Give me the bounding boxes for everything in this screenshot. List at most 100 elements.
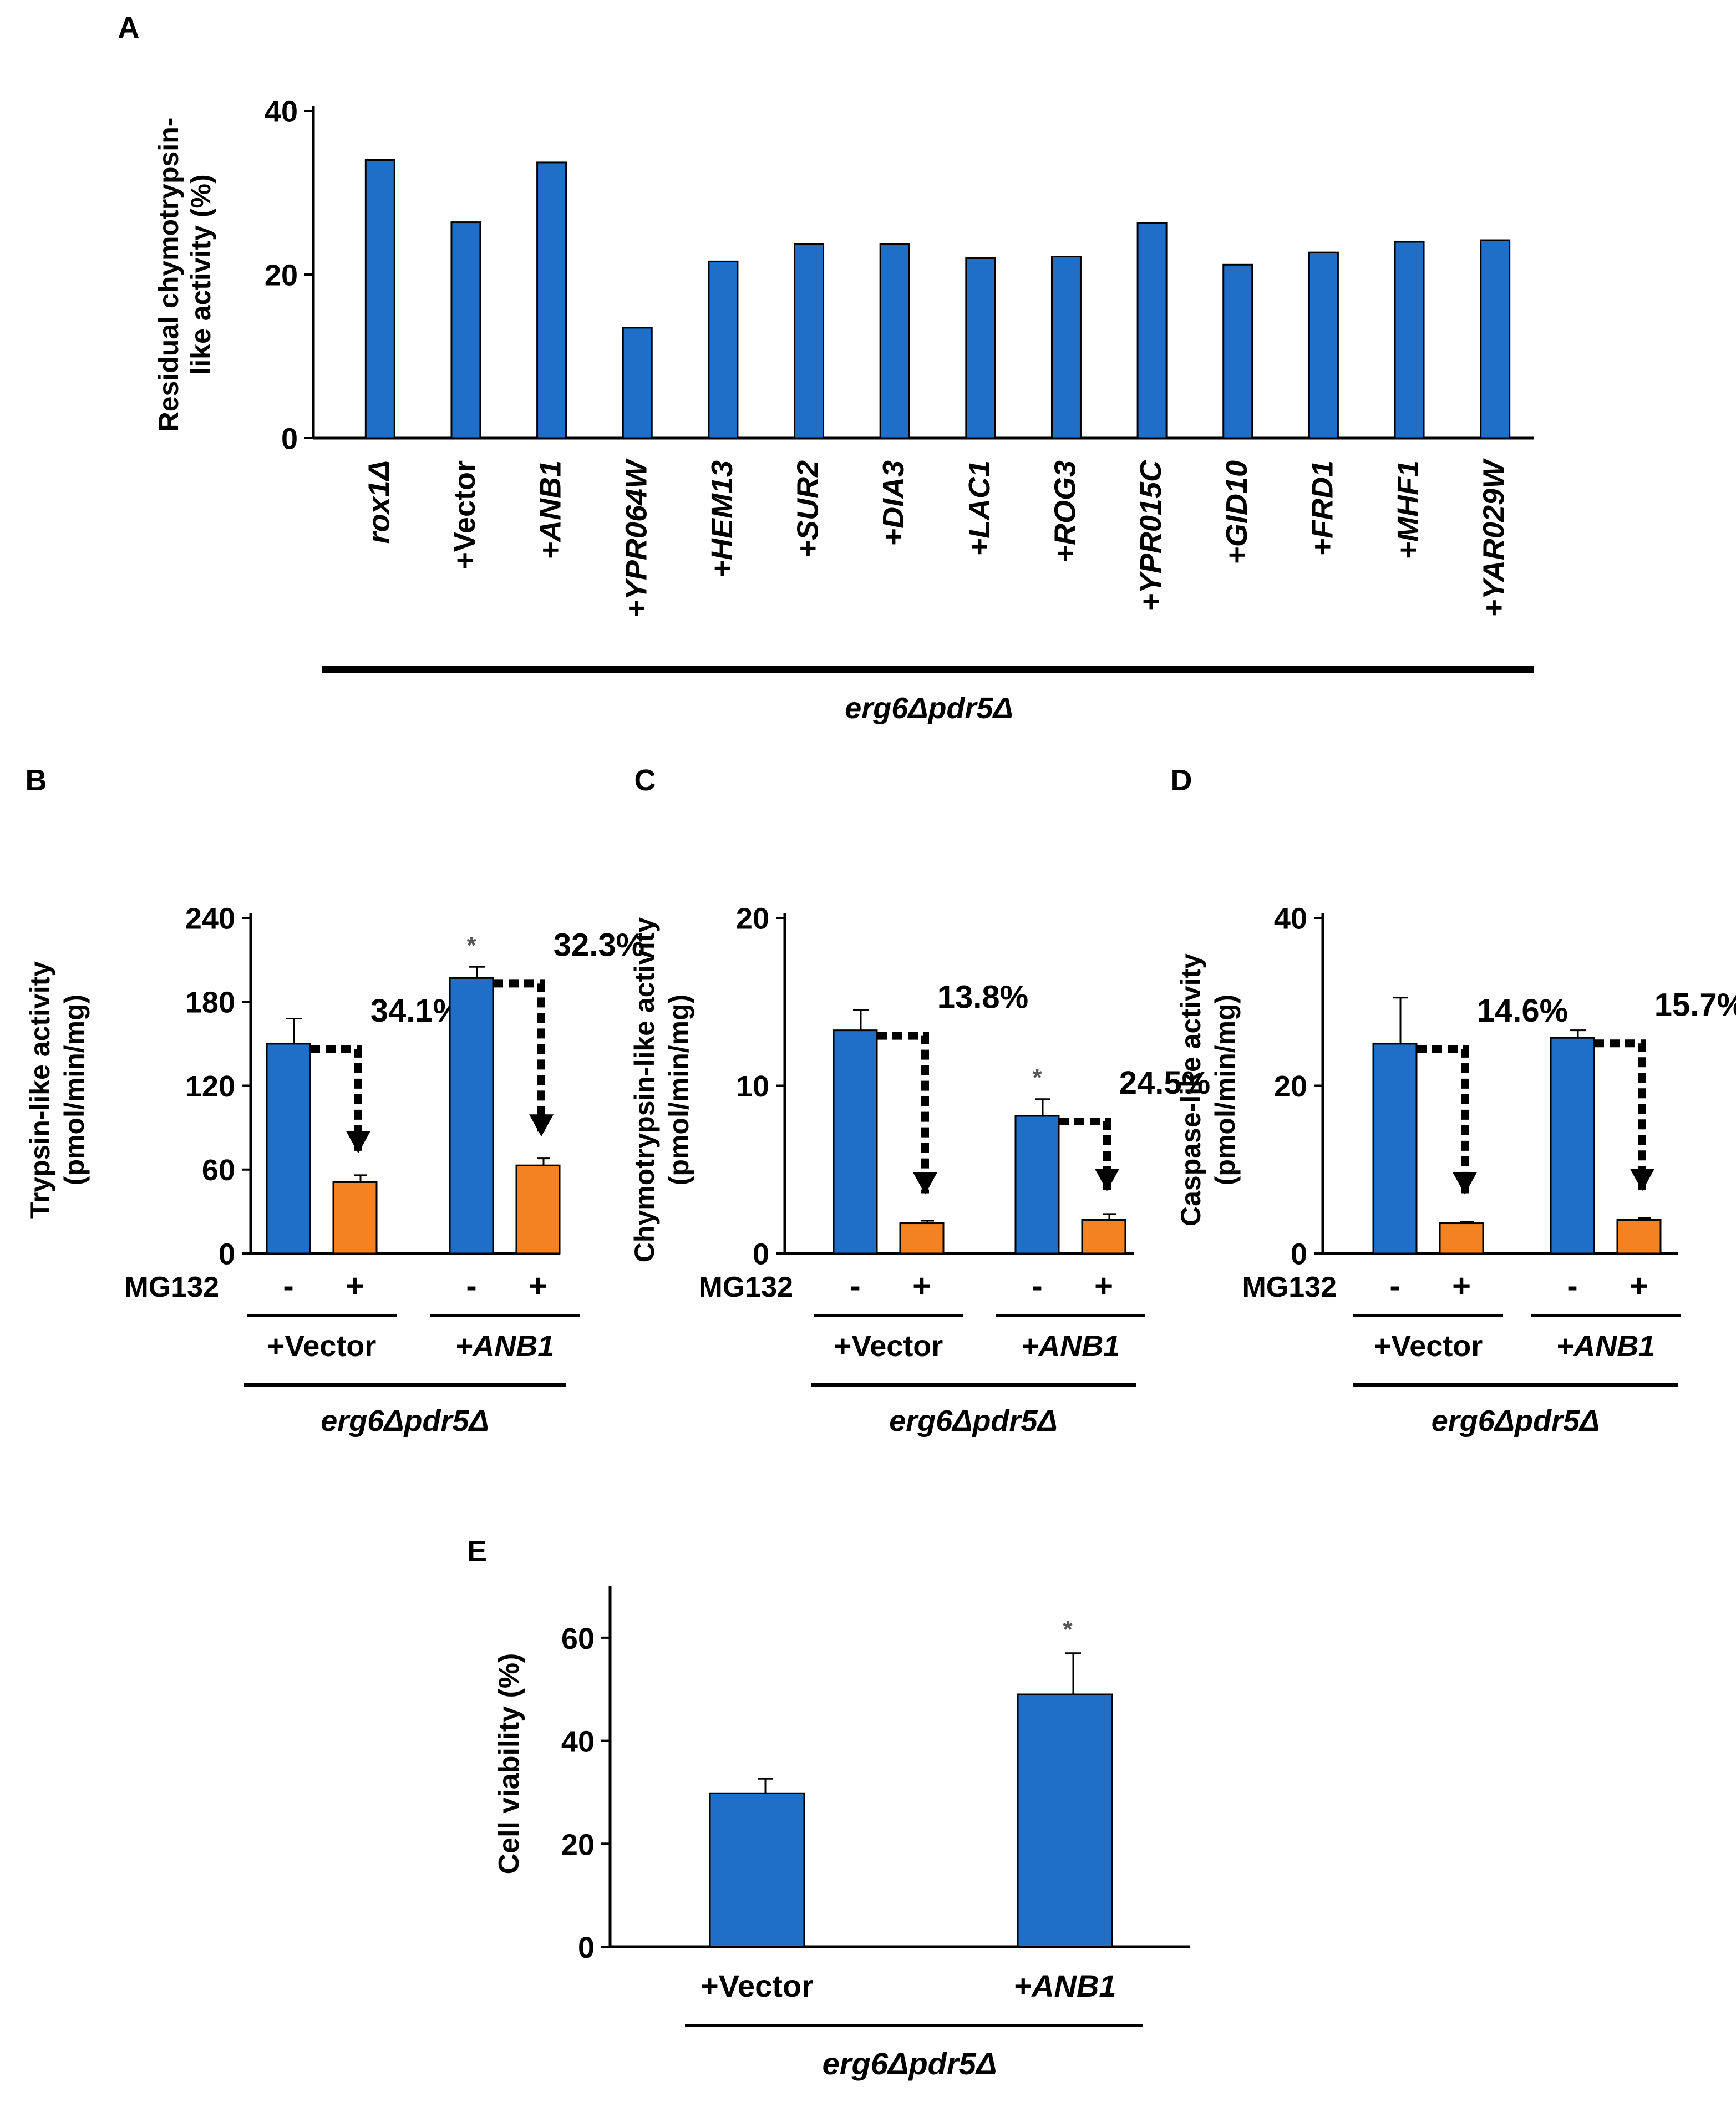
mg132-minus: - (1389, 1268, 1400, 1304)
y-tick-label: 10 (736, 1070, 769, 1103)
bar-treated-vector (1439, 1222, 1484, 1255)
category-label: +ROG3 (1048, 460, 1082, 563)
bar-vector (709, 1792, 805, 1948)
category-label: +FRD1 (1306, 460, 1339, 556)
group-label: +ANB1 (1556, 1329, 1656, 1363)
category-label: rox1Δ (362, 460, 395, 544)
bar-treated-vector (899, 1222, 945, 1255)
bar-gid10 (1222, 263, 1253, 439)
y-tick-label: 40 (265, 95, 298, 128)
y-axis-label: (pmol/min/mg) (1210, 994, 1241, 1185)
strain-label: erg6Δpdr5Δ (823, 2046, 997, 2081)
reduction-arrow (493, 979, 554, 1137)
y-axis-label: Cell viability (%) (493, 1653, 525, 1875)
group-label: +ANB1 (455, 1329, 555, 1363)
category-label: +GID10 (1220, 460, 1253, 565)
group-label: +ANB1 (1021, 1329, 1120, 1363)
bar-frd1 (1308, 251, 1339, 439)
group-label: +Vector (834, 1329, 943, 1363)
y-axis-label: Residual chymotrypsin- (153, 118, 184, 432)
mg132-plus: + (1094, 1268, 1113, 1304)
y-tick-label: 120 (185, 1070, 235, 1103)
y-axis-label: Caspase-like activity (1175, 953, 1206, 1226)
mg132-plus: + (1452, 1268, 1471, 1304)
bar-mhf1 (1394, 241, 1425, 439)
mg132-minus: - (1032, 1268, 1042, 1304)
y-tick-label: 0 (281, 422, 298, 455)
mg132-minus: - (850, 1268, 860, 1304)
panel-letter: B (26, 764, 47, 797)
significance-star: * (1032, 1064, 1042, 1091)
y-tick-label: 0 (219, 1237, 235, 1271)
reduction-arrow (1594, 1039, 1654, 1191)
bar-treated-anb1 (515, 1164, 561, 1255)
y-tick-label: 60 (561, 1622, 595, 1656)
reduction-arrow (1417, 1045, 1477, 1195)
bar-anb1 (536, 161, 567, 439)
group-label: +Vector (1374, 1329, 1483, 1363)
category-label: +MHF1 (1392, 460, 1425, 560)
bar-hem13 (708, 260, 739, 439)
reduction-arrow (877, 1032, 937, 1195)
mg132-label: MG132 (1242, 1271, 1337, 1303)
bar-ypr064w (622, 327, 653, 439)
panel-E: E 0 20 40 60 Cell viability (%) +Vector * +ANB1 e… (467, 1535, 1190, 2081)
group-label: +Vector (267, 1329, 377, 1363)
mg132-plus: + (912, 1268, 931, 1304)
reduction-arrow (1059, 1117, 1119, 1191)
reduction-percent: 24.5% (1119, 1065, 1210, 1101)
y-tick-label: 0 (578, 1931, 595, 1964)
panel-letter: E (467, 1535, 487, 1568)
bar-sur2 (794, 243, 825, 439)
significance-star: * (1063, 1616, 1073, 1643)
mg132-minus: - (283, 1268, 293, 1304)
y-axis-label: (pmol/min/mg) (663, 994, 694, 1185)
reduction-percent: 13.8% (937, 979, 1028, 1016)
y-tick-label: 240 (185, 902, 235, 935)
y-axis-label: (pmol/min/mg) (59, 994, 90, 1185)
y-tick-label: 0 (753, 1237, 769, 1271)
category-label: +YAR029W (1478, 458, 1511, 617)
category-label: +HEM13 (705, 460, 739, 578)
y-tick-label: 180 (185, 986, 235, 1019)
bar-untreated-anb1 (449, 977, 494, 1255)
strain-label: erg6Δpdr5Δ (321, 1404, 489, 1438)
y-tick-label: 20 (1274, 1070, 1307, 1103)
mg132-plus: + (1630, 1268, 1648, 1304)
bar-treated-vector (332, 1181, 378, 1255)
bar-untreated-anb1 (1014, 1115, 1060, 1255)
bar-vector (450, 221, 481, 439)
mg132-plus: + (529, 1268, 547, 1304)
y-tick-label: 20 (736, 902, 769, 935)
category-label: +YPR064W (620, 458, 653, 618)
mg132-minus: - (1567, 1268, 1577, 1304)
strain-label: erg6Δpdr5Δ (845, 692, 1013, 725)
y-tick-label: 60 (202, 1154, 235, 1187)
bar-untreated-vector (833, 1029, 878, 1255)
reduction-arrow (310, 1045, 370, 1154)
y-tick-label: 40 (1274, 902, 1307, 935)
bar-lac1 (965, 257, 996, 439)
reduction-percent: 34.1% (370, 993, 461, 1029)
category-label: +YPR015C (1134, 460, 1168, 611)
category-label: +Vector (701, 1968, 814, 2003)
bar-dia3 (879, 243, 910, 439)
reduction-percent: 14.6% (1477, 993, 1568, 1029)
category-label: +ANB1 (534, 460, 567, 560)
panel-letter: A (118, 11, 140, 44)
mg132-minus: - (466, 1268, 476, 1304)
panel-letter: D (1171, 764, 1192, 797)
bar-yar029w (1480, 239, 1511, 439)
significance-star: * (466, 932, 476, 959)
y-axis-label: Chymotrypsin-like activity (629, 917, 660, 1263)
bar-untreated-vector (1372, 1043, 1418, 1255)
bar-rog3 (1050, 256, 1082, 439)
bar-untreated-anb1 (1550, 1037, 1595, 1255)
bar-untreated-vector (266, 1043, 311, 1255)
reduction-percent: 15.7% (1654, 987, 1736, 1023)
panel-D: D 0 20 40 Caspase-like activity (pmol/min/mg)… (1171, 764, 1736, 1438)
panel-letter: C (634, 764, 656, 797)
category-label: +Vector (448, 460, 481, 570)
y-axis-label: Trypsin-like activity (24, 961, 55, 1219)
